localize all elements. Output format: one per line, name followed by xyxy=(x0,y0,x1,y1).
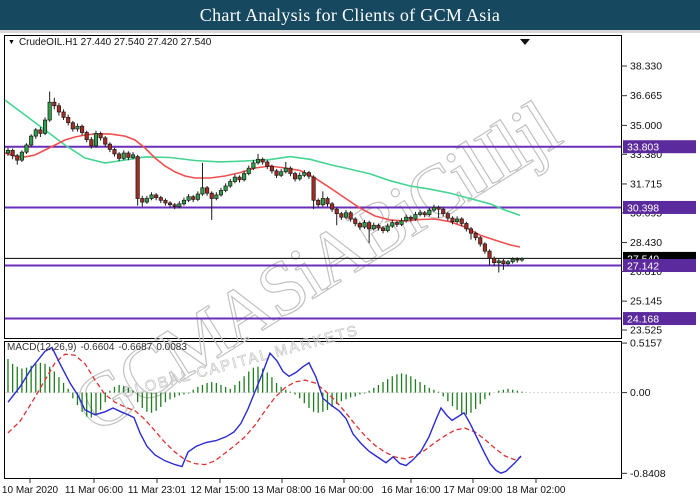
title-bar: Chart Analysis for Clients of GCM Asia xyxy=(0,0,700,33)
svg-text:31.715: 31.715 xyxy=(630,178,662,190)
time-axis: 10 Mar 2020 11 Mar 06:00 11 Mar 23:01 12 Ma… xyxy=(2,478,566,496)
svg-text:23.525: 23.525 xyxy=(630,325,662,337)
svg-text:30.398: 30.398 xyxy=(627,202,659,214)
page-title: Chart Analysis for Clients of GCM Asia xyxy=(199,4,501,25)
svg-text:11 Mar 23:01: 11 Mar 23:01 xyxy=(128,485,187,496)
svg-text:16 Mar 00:00: 16 Mar 00:00 xyxy=(315,485,374,496)
svg-text:10 Mar 2020: 10 Mar 2020 xyxy=(2,485,59,496)
macd-main-line xyxy=(7,346,522,474)
svg-text:27.142: 27.142 xyxy=(627,261,659,273)
svg-text:16 Mar 16:00: 16 Mar 16:00 xyxy=(382,485,441,496)
svg-text:28.430: 28.430 xyxy=(630,237,662,249)
svg-text:25.145: 25.145 xyxy=(630,296,662,308)
ma-red-line xyxy=(4,133,521,248)
price-axis: 38.33036.66535.00033.38031.71530.09528.4… xyxy=(621,61,662,337)
symbol-dropdown-arrow-icon[interactable]: ▼ xyxy=(8,39,15,46)
svg-text:13 Mar 08:00: 13 Mar 08:00 xyxy=(253,485,312,496)
macd-axis: 0.5157 0.00 -0.8408 xyxy=(621,338,666,480)
svg-text:38.330: 38.330 xyxy=(630,61,662,73)
svg-text:35.000: 35.000 xyxy=(630,120,662,132)
svg-text:17 Mar 09:00: 17 Mar 09:00 xyxy=(444,485,503,496)
svg-text:0.5157: 0.5157 xyxy=(630,338,662,350)
macd-value-signal: -0.6687 xyxy=(118,342,153,353)
macd-signal-line xyxy=(7,353,522,466)
svg-text:36.665: 36.665 xyxy=(630,90,662,102)
svg-text:24.168: 24.168 xyxy=(627,314,659,326)
svg-text:18 Mar 02:00: 18 Mar 02:00 xyxy=(507,485,566,496)
macd-indicator-header: MACD(12,26,9) -0.6604 -0.6687 0.0083 xyxy=(7,342,191,353)
svg-text:33.803: 33.803 xyxy=(627,142,659,154)
macd-value-main: -0.6604 xyxy=(80,342,115,353)
macd-value-hist: 0.0083 xyxy=(156,342,187,353)
svg-text:11 Mar 06:00: 11 Mar 06:00 xyxy=(65,485,124,496)
ma-green-line xyxy=(4,99,521,217)
panel-frames xyxy=(4,35,622,479)
svg-text:12 Mar 15:00: 12 Mar 15:00 xyxy=(191,485,250,496)
macd-histogram xyxy=(7,359,523,418)
symbol-quote-text: CrudeOIL.H1 27.440 27.540 27.420 27.540 xyxy=(18,37,212,48)
chart-shift-marker-icon[interactable] xyxy=(520,39,530,45)
price-levels xyxy=(5,145,621,320)
macd-label: MACD(12,26,9) xyxy=(7,342,77,353)
svg-text:0.00: 0.00 xyxy=(630,387,651,399)
candles xyxy=(5,91,524,273)
symbol-header: ▼ CrudeOIL.H1 27.440 27.540 27.420 27.540 xyxy=(8,37,211,48)
svg-text:-0.8408: -0.8408 xyxy=(630,468,666,480)
